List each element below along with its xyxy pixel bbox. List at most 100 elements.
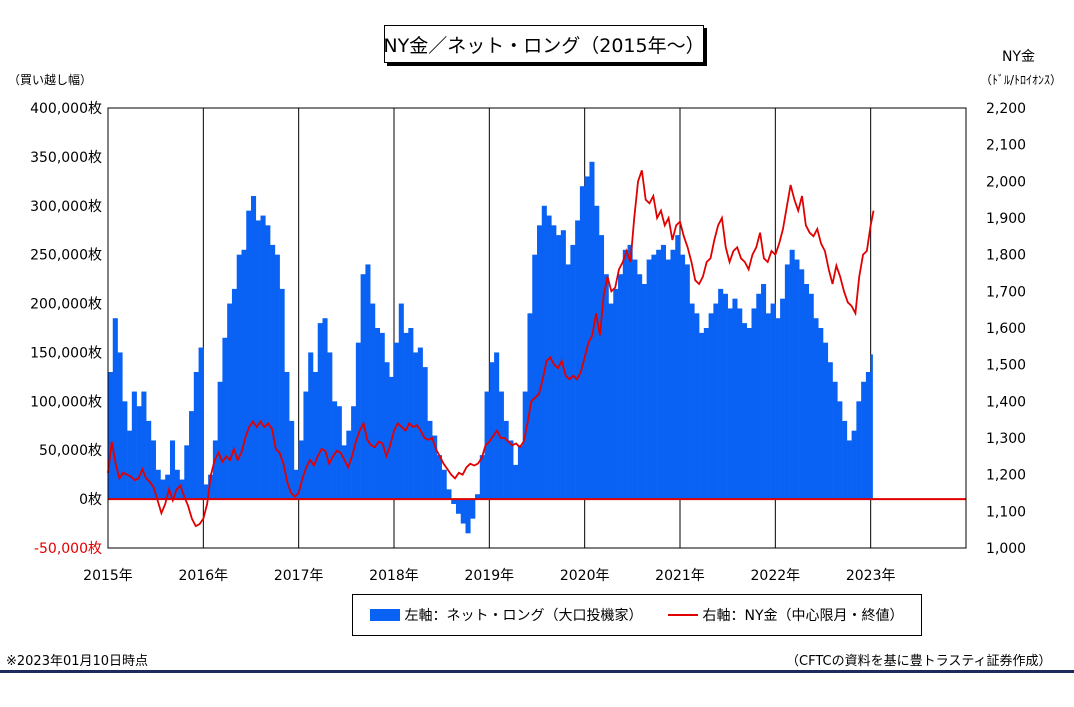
net-long-bar — [246, 210, 252, 500]
net-long-bar — [222, 337, 228, 500]
net-long-bar — [208, 474, 214, 500]
net-long-bar — [751, 308, 757, 500]
gold-price-line — [107, 170, 875, 528]
net-long-bar — [117, 352, 123, 500]
right-axis-tick-labels: 1,000 1,100 1,200 1,300 1,400 1,500 1,600 1,700… — [986, 101, 1026, 557]
net-long-bar — [622, 249, 628, 500]
net-long-bar — [108, 372, 114, 500]
net-long-bar — [603, 274, 609, 500]
net-long-bar — [770, 303, 776, 500]
net-long-bar — [613, 288, 619, 500]
footnote-source: （CFTCの資料を基に豊トラスティ証券作成） — [786, 654, 1052, 669]
net-long-bar — [794, 259, 800, 500]
net-long-bar — [127, 430, 133, 500]
net-long-bar — [251, 196, 257, 500]
plot-frame — [107, 107, 967, 549]
net-long-bar — [708, 313, 714, 500]
x-tick-label: 2018年 — [369, 568, 419, 584]
right-tick-label: 2,000 — [986, 174, 1026, 190]
net-long-bar — [270, 244, 276, 500]
net-long-bar — [694, 313, 700, 500]
net-long-bar — [236, 254, 242, 500]
net-long-bar — [627, 244, 633, 500]
legend-swatch-line — [668, 614, 699, 616]
net-long-bar — [231, 288, 237, 500]
right-tick-label: 1,000 — [986, 541, 1026, 557]
net-long-bar — [522, 391, 528, 500]
left-tick-label: 250,000枚 — [30, 248, 102, 264]
net-long-bar — [503, 420, 509, 500]
left-tick-label: 200,000枚 — [30, 297, 102, 313]
net-long-bar — [379, 332, 385, 500]
net-long-bar — [775, 318, 781, 500]
net-long-bar — [308, 352, 314, 500]
net-long-bar — [665, 259, 671, 500]
net-long-bar — [227, 303, 233, 500]
net-long-bar — [484, 391, 490, 500]
net-long-bar — [799, 269, 805, 500]
net-long-bar — [494, 352, 500, 500]
legend-item-line: 右軸：NY金（中心限月・終値） — [668, 605, 904, 625]
net-long-bar — [293, 469, 299, 500]
right-tick-label: 1,700 — [986, 284, 1026, 300]
net-long-bar — [870, 354, 873, 500]
net-long-bar — [741, 323, 748, 500]
net-long-bar — [403, 332, 409, 500]
net-long-bar — [756, 293, 762, 500]
net-long-bar — [813, 318, 819, 500]
net-long-bar — [575, 220, 581, 500]
net-long-bar — [641, 284, 647, 500]
legend: 左軸：ネット・ロング（大口投機家） 右軸：NY金（中心限月・終値） — [352, 594, 922, 636]
net-long-bar — [637, 274, 643, 500]
net-long-bar — [837, 401, 843, 500]
net-long-bar — [446, 489, 452, 500]
net-long-bar — [441, 469, 447, 500]
net-long-bar — [632, 259, 638, 500]
net-long-bar — [675, 235, 681, 500]
net-long-bar — [451, 499, 457, 504]
net-long-bar — [169, 440, 176, 500]
net-long-bar — [360, 274, 366, 500]
net-long-bar — [332, 401, 338, 500]
net-long-bar — [489, 362, 495, 500]
net-long-bar — [203, 484, 209, 500]
right-axis-title: NY金 — [1002, 49, 1036, 65]
net-long-bar — [689, 303, 695, 500]
net-long-bar — [212, 440, 218, 500]
net-long-bar — [312, 372, 319, 500]
net-long-bar — [427, 420, 433, 500]
right-tick-label: 1,800 — [986, 248, 1026, 264]
net-long-bar — [584, 176, 590, 500]
x-tick-label: 2019年 — [465, 568, 515, 584]
net-long-bar — [537, 225, 543, 500]
x-tick-label: 2015年 — [83, 568, 133, 584]
net-long-bar — [846, 440, 852, 500]
x-axis-tick-labels: 2015年 2016年 2017年 2018年 2019年 2020年 2021年 2022年… — [83, 568, 895, 584]
net-long-bar — [112, 318, 118, 500]
net-long-bar — [718, 288, 724, 500]
net-long-bar — [255, 220, 261, 500]
net-long-bar — [165, 474, 171, 500]
net-long-bar — [150, 440, 156, 500]
net-long-bar — [370, 303, 376, 500]
net-long-bar — [279, 288, 285, 500]
left-tick-label: 0枚 — [79, 492, 102, 508]
right-tick-label: 1,300 — [986, 431, 1026, 447]
net-long-bar — [656, 249, 662, 500]
net-long-bar — [146, 420, 152, 500]
net-long-bar — [727, 308, 733, 500]
net-long-bar — [422, 367, 428, 500]
net-long-bar — [594, 205, 600, 500]
net-long-bar — [394, 342, 400, 500]
net-long-bar — [818, 328, 824, 500]
right-tick-label: 2,100 — [986, 138, 1026, 154]
chart-title: NY金／ネット・ロング（2015年～） — [383, 25, 705, 63]
net-long-bar — [274, 254, 280, 500]
net-long-bar — [789, 249, 795, 500]
x-tick-label: 2016年 — [179, 568, 229, 584]
net-long-bar — [189, 411, 195, 500]
right-tick-label: 2,200 — [986, 101, 1026, 117]
left-axis-title: （買い越し幅） — [8, 73, 93, 87]
net-long-bar — [136, 406, 142, 500]
net-long-bar — [122, 401, 128, 500]
